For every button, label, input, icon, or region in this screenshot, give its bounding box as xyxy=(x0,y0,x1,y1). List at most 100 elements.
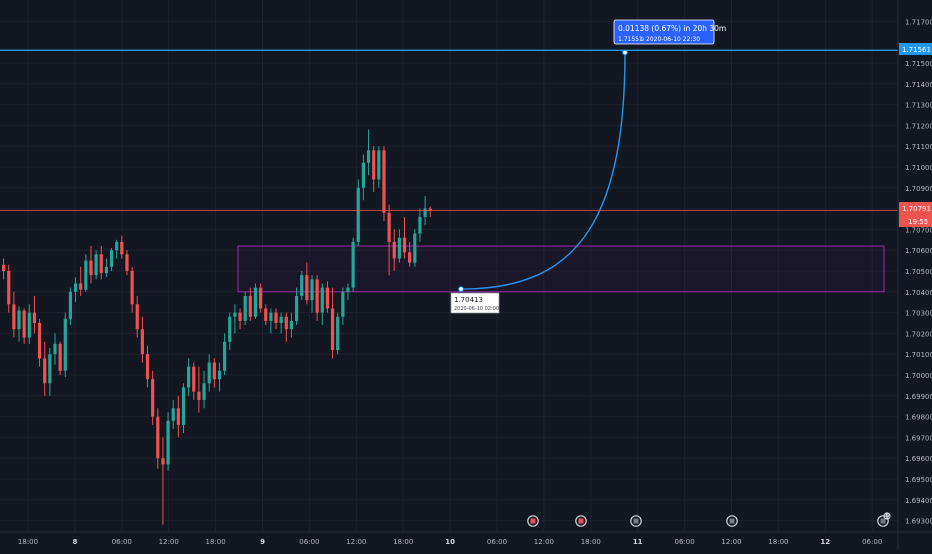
time-tick-label: 12:00 xyxy=(721,538,741,546)
current-price-tag[interactable]: 1.70791 19:55 xyxy=(899,202,932,227)
rectangle-zone[interactable] xyxy=(237,245,885,293)
time-tick-label: 9 xyxy=(260,538,265,546)
candle-body xyxy=(264,308,268,321)
clock-icon: ⊙ xyxy=(640,37,645,43)
price-tick-label: 1.70100 xyxy=(905,351,932,359)
projection-end-price: 1.71551 xyxy=(618,36,643,43)
candle-body xyxy=(253,287,258,317)
candle-body xyxy=(223,341,227,371)
rectangle-drawing[interactable] xyxy=(237,245,885,293)
event-flag-icon[interactable] xyxy=(575,515,587,527)
candle-body xyxy=(73,283,78,292)
candle-body xyxy=(310,279,314,301)
candles xyxy=(2,129,432,525)
projection-end-handle[interactable] xyxy=(622,49,628,56)
candle-body xyxy=(140,329,144,355)
candle-body xyxy=(89,260,93,276)
event-markers[interactable]: 15 xyxy=(527,512,891,527)
candle-body xyxy=(151,379,155,417)
overlays[interactable] xyxy=(0,49,898,292)
price-tick-label: 1.69400 xyxy=(905,497,932,505)
event-flag-icon[interactable] xyxy=(630,515,642,527)
price-tick-label: 1.71500 xyxy=(905,60,932,68)
candle-body xyxy=(53,343,57,355)
event-flag-icon[interactable] xyxy=(527,515,539,527)
time-axis[interactable]: 18:00 8 06:00 12:00 18:00 9 06:00 12:00 18:00 10 0… xyxy=(0,531,932,546)
candle-body xyxy=(79,283,83,290)
time-tick-label: 18:00 xyxy=(581,538,601,546)
candle-body xyxy=(284,316,288,330)
candle-body xyxy=(58,343,62,371)
price-tick-label: 1.71700 xyxy=(905,18,932,26)
price-tick-label: 1.71000 xyxy=(905,164,932,172)
candle-body xyxy=(279,316,283,323)
bar-countdown: 19:55 xyxy=(908,218,928,226)
candle-body xyxy=(387,212,391,242)
candle-body xyxy=(320,287,324,313)
price-tick-label: 1.71200 xyxy=(905,122,932,130)
price-tick-label: 1.69600 xyxy=(905,455,932,463)
current-price: 1.70791 xyxy=(902,205,931,213)
candle-body xyxy=(171,408,175,421)
candle-body xyxy=(207,362,211,384)
time-tick-label: 12 xyxy=(820,538,830,546)
candle-body xyxy=(397,237,401,259)
horizontal-line-price-tag[interactable]: 1.71561 xyxy=(899,43,932,55)
candle-body xyxy=(130,271,134,305)
candle-body xyxy=(392,241,396,259)
projection-end-label[interactable]: 0.01138 (0.67%) in 20h 30m 1.71551 ⊙ 202… xyxy=(613,19,726,45)
candle-body xyxy=(156,416,160,459)
price-tick-label: 1.70000 xyxy=(905,372,932,380)
candle-body xyxy=(413,233,417,263)
candle-body xyxy=(63,318,67,371)
projection-start-handle[interactable] xyxy=(458,286,464,292)
candle-body xyxy=(43,358,47,384)
projection-curve[interactable] xyxy=(460,52,626,290)
candle-body xyxy=(356,187,360,242)
time-tick-label: 10 xyxy=(445,538,455,546)
time-tick-label: 06:00 xyxy=(112,538,132,546)
time-tick-label: 18:00 xyxy=(393,538,413,546)
candle-body xyxy=(377,150,381,180)
time-tick-label: 11 xyxy=(633,538,643,546)
event-flag-icon[interactable]: 15 xyxy=(877,512,891,527)
projection-end-title: 0.01138 (0.67%) in 20h 30m xyxy=(618,24,726,33)
candle-body xyxy=(217,370,222,380)
candle-body xyxy=(27,312,31,338)
time-tick-label: 12:00 xyxy=(159,538,179,546)
candle-body xyxy=(12,304,16,330)
candle-body xyxy=(300,275,304,296)
candle-body xyxy=(259,287,263,309)
candle-body xyxy=(120,241,124,255)
price-tick-label: 1.70400 xyxy=(905,289,932,297)
candle-body xyxy=(248,295,252,317)
candle-body xyxy=(181,387,186,425)
candle-body xyxy=(402,237,407,253)
candle-body xyxy=(99,254,103,274)
candle-body xyxy=(94,254,98,276)
candle-body xyxy=(238,312,242,321)
projection-start-date: 2020-06-10 02:00 xyxy=(454,306,499,312)
candle-body xyxy=(325,287,330,309)
candle-body xyxy=(125,254,129,271)
price-tick-label: 1.69900 xyxy=(905,393,932,401)
candle-body xyxy=(294,295,299,321)
event-count-badge: 15 xyxy=(884,514,890,520)
price-tick-label: 1.70200 xyxy=(905,330,932,338)
candle-body xyxy=(135,304,139,330)
price-tick-label: 1.70500 xyxy=(905,268,932,276)
candle-body xyxy=(418,216,422,234)
candle-body xyxy=(361,162,365,188)
candle-body xyxy=(109,250,114,267)
projection-start-label[interactable]: 1.70413 2020-06-10 02:00 xyxy=(450,292,500,314)
candle-body xyxy=(48,354,52,384)
event-flag-icon[interactable] xyxy=(726,515,738,527)
price-tick-label: 1.71400 xyxy=(905,81,932,89)
candle-body xyxy=(341,291,345,317)
time-tick-label: 18:00 xyxy=(768,538,788,546)
price-tick-label: 1.70700 xyxy=(905,226,932,234)
time-tick-label: 06:00 xyxy=(675,538,695,546)
candle-body xyxy=(202,383,206,400)
